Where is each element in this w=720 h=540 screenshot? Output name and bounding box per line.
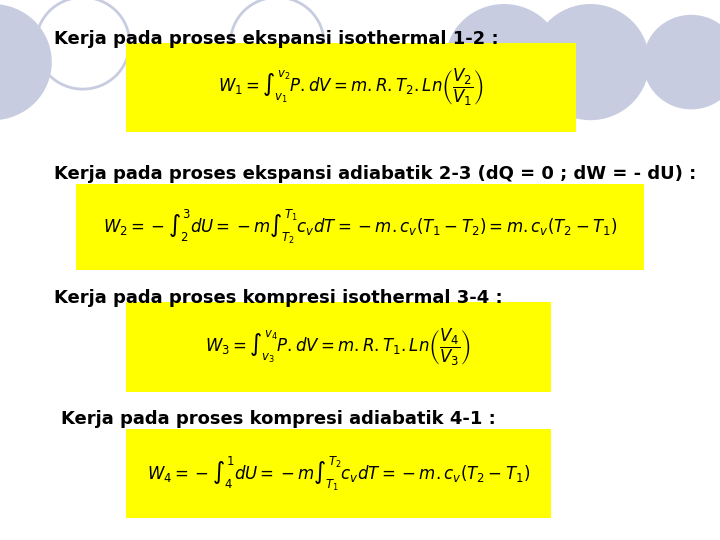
Text: $W_1 = \int_{v_1}^{v_2} P.dV = m.R.T_2.Ln\left(\dfrac{V_2}{V_1}\right)$: $W_1 = \int_{v_1}^{v_2} P.dV = m.R.T_2.L… [218, 67, 484, 109]
Ellipse shape [446, 5, 562, 119]
Text: Kerja pada proses kompresi isothermal 3-4 :: Kerja pada proses kompresi isothermal 3-… [54, 289, 503, 307]
FancyBboxPatch shape [126, 302, 551, 392]
Ellipse shape [644, 16, 720, 108]
Ellipse shape [533, 5, 648, 119]
Text: Kerja pada proses kompresi adiabatik 4-1 :: Kerja pada proses kompresi adiabatik 4-1… [61, 410, 496, 428]
FancyBboxPatch shape [76, 184, 644, 270]
FancyBboxPatch shape [126, 43, 576, 132]
Text: $W_2 = -\int_{2}^{3} dU = -m\int_{T_2}^{T_1} c_v dT = -m.c_v(T_1 - T_2) = m.c_v(: $W_2 = -\int_{2}^{3} dU = -m\int_{T_2}^{… [103, 208, 617, 246]
Text: Kerja pada proses ekspansi isothermal 1-2 :: Kerja pada proses ekspansi isothermal 1-… [54, 30, 499, 48]
FancyBboxPatch shape [126, 429, 551, 518]
Text: $W_4 = -\int_{4}^{1} dU = -m\int_{T_1}^{T_2} c_v dT = -m.c_v(T_2 - T_1)$: $W_4 = -\int_{4}^{1} dU = -m\int_{T_1}^{… [147, 455, 530, 493]
Text: Kerja pada proses ekspansi adiabatik 2-3 (dQ = 0 ; dW = - dU) :: Kerja pada proses ekspansi adiabatik 2-3… [54, 165, 696, 183]
Ellipse shape [0, 5, 50, 119]
Text: $W_3 = \int_{v_3}^{v_4} P.dV = m.R.T_1.Ln\left(\dfrac{V_4}{V_3}\right)$: $W_3 = \int_{v_3}^{v_4} P.dV = m.R.T_1.L… [205, 326, 472, 368]
